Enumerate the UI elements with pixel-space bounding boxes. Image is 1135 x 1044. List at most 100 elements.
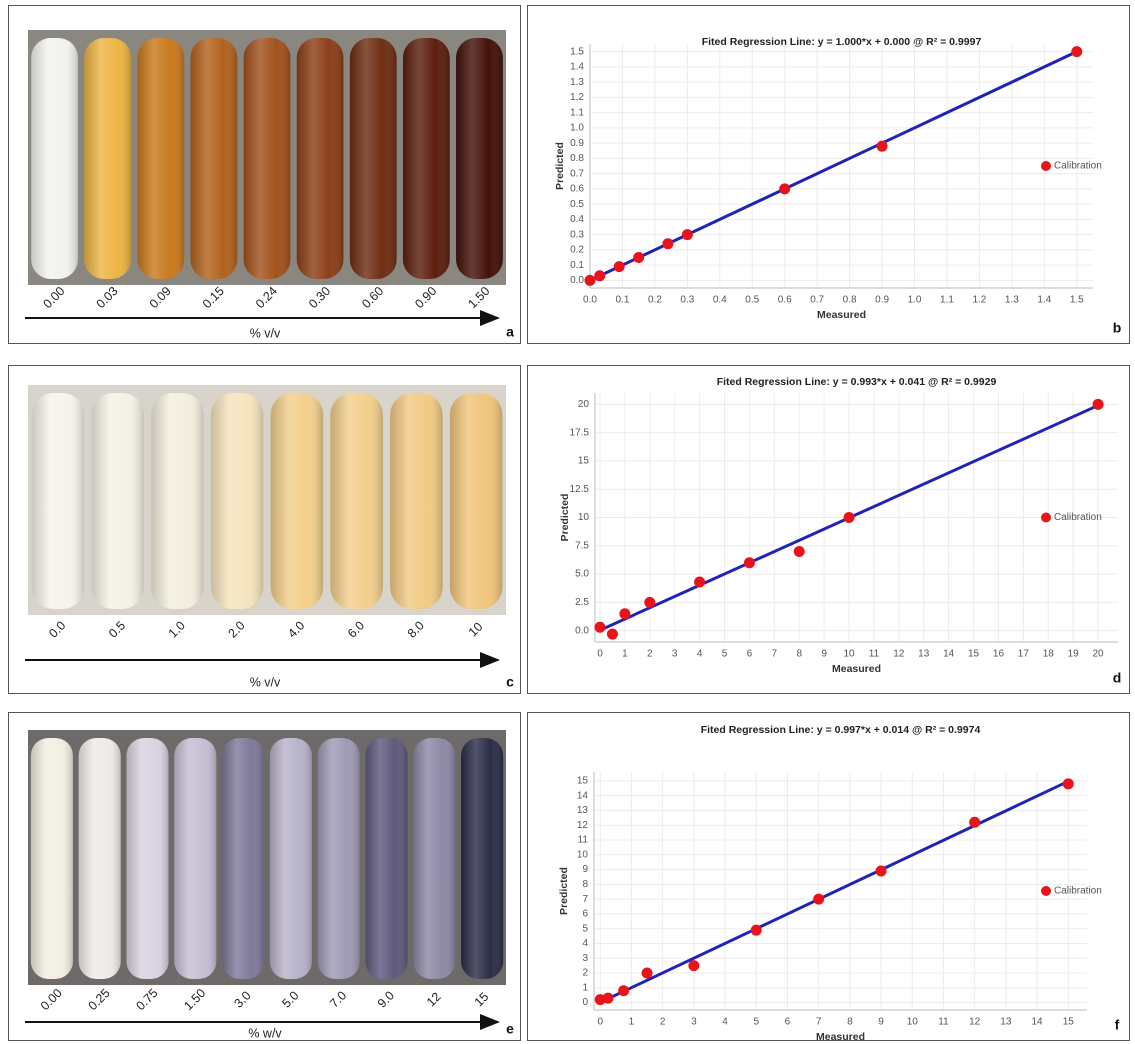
x-tick-label: 2 <box>647 649 653 660</box>
y-tick-label: 0.0 <box>575 625 589 636</box>
x-tick-label: 0 <box>597 649 603 660</box>
tube-shine <box>31 393 85 609</box>
y-tick-label: 0.4 <box>570 214 584 225</box>
y-tick-label: 2 <box>582 968 588 979</box>
y-tick-label: 10 <box>577 849 589 860</box>
x-tick-label: 13 <box>918 649 930 660</box>
panel-frame <box>527 5 1130 344</box>
point <box>1071 46 1083 58</box>
point <box>843 512 855 523</box>
y-tick-label: 4 <box>582 938 588 949</box>
tube-label: 0.90 <box>412 284 439 311</box>
y-axis-label: Predicted <box>559 494 571 542</box>
y-tick-label: 5 <box>582 923 588 934</box>
tube-label: 12 <box>424 990 444 1010</box>
tube-shine <box>413 738 456 979</box>
point <box>584 274 596 286</box>
tube-label: 5.0 <box>279 988 301 1010</box>
x-tick-label: 12 <box>893 649 905 660</box>
x-tick-label: 4 <box>697 649 703 660</box>
x-tick-label: 8 <box>847 1017 853 1028</box>
y-tick-label: 10 <box>578 512 590 523</box>
y-tick-label: 12 <box>577 820 589 831</box>
x-tick-label: 7 <box>772 649 778 660</box>
point <box>613 261 625 273</box>
x-tick-label: 9 <box>821 649 827 660</box>
y-axis-label: Predicted <box>558 867 570 915</box>
tube-shine <box>269 738 312 979</box>
tube-label: 2.0 <box>226 618 248 640</box>
fit-line <box>599 779 1069 1004</box>
tube-label: 7.0 <box>327 988 349 1010</box>
tube-shine <box>243 38 291 279</box>
x-tick-label: 5 <box>753 1017 759 1028</box>
tube-label: 15 <box>472 990 492 1010</box>
y-tick-label: 2.5 <box>575 597 589 608</box>
legend-label: Calibration <box>1054 886 1102 897</box>
point <box>688 960 700 972</box>
y-tick-label: 14 <box>577 790 589 801</box>
tube-label: 9.0 <box>375 988 397 1010</box>
x-tick-label: 1.1 <box>940 295 954 306</box>
x-tick-label: 1 <box>622 649 628 660</box>
x-tick-label: 15 <box>968 649 980 660</box>
tube-label: 1.0 <box>166 618 188 640</box>
x-tick-label: 4 <box>722 1017 728 1028</box>
x-tick-label: 0.8 <box>843 295 857 306</box>
point <box>602 992 614 1004</box>
x-tick-label: 0.6 <box>778 295 792 306</box>
tube-label: 0.00 <box>38 986 65 1013</box>
tube-label: 6.0 <box>345 618 367 640</box>
tube-shine <box>449 393 503 609</box>
point <box>875 865 887 877</box>
x-tick-label: 1 <box>629 1017 635 1028</box>
panel-label: c <box>506 674 514 690</box>
y-tick-label: 1.5 <box>570 46 584 57</box>
y-tick-label: 1.3 <box>570 77 584 88</box>
point <box>641 967 653 979</box>
x-tick-label: 3 <box>672 649 678 660</box>
panel-frame <box>527 712 1130 1041</box>
tube-label: 0.03 <box>94 284 121 311</box>
x-tick-label: 0 <box>597 1017 603 1028</box>
point <box>694 576 706 588</box>
tube-label: 1.50 <box>465 284 492 311</box>
y-tick-label: 15 <box>577 776 589 787</box>
y-tick-label: 0.3 <box>570 229 584 240</box>
tube-label: 0.00 <box>41 284 68 311</box>
y-tick-label: 8 <box>582 879 588 890</box>
y-tick-label: 0.7 <box>570 168 584 179</box>
y-tick-label: 6 <box>582 909 588 920</box>
point <box>594 270 606 282</box>
panel-label: a <box>506 324 514 340</box>
point <box>813 893 825 905</box>
legend-marker <box>1041 512 1051 523</box>
x-tick-label: 2 <box>660 1017 666 1028</box>
panel-frame <box>8 365 521 694</box>
x-tick-label: 1.2 <box>972 295 986 306</box>
y-tick-label: 1 <box>582 982 588 993</box>
y-tick-label: 0.2 <box>570 245 584 256</box>
chart-title: Fited Regression Line: y = 0.997*x + 0.0… <box>701 724 981 736</box>
y-tick-label: 20 <box>578 399 590 410</box>
tube-shine <box>270 393 324 609</box>
tube-shine <box>330 393 383 609</box>
y-tick-label: 13 <box>577 805 589 816</box>
x-tick-label: 11 <box>869 649 880 660</box>
tube-label: 0.75 <box>133 986 160 1013</box>
legend-marker <box>1041 161 1051 171</box>
tube-shine <box>91 393 144 609</box>
panel-frame <box>527 365 1130 694</box>
tube-shine <box>151 393 204 609</box>
panel-frame <box>8 5 521 344</box>
x-tick-label: 7 <box>816 1017 822 1028</box>
x-tick-label: 0.9 <box>875 295 889 306</box>
y-tick-label: 1.1 <box>570 107 584 118</box>
point <box>779 183 791 195</box>
x-tick-label: 19 <box>1068 649 1080 660</box>
tube-shine <box>296 38 344 279</box>
x-tick-label: 11 <box>938 1017 949 1028</box>
axis-label: % v/v <box>250 675 281 689</box>
x-tick-label: 15 <box>1063 1017 1075 1028</box>
y-tick-label: 0.0 <box>570 275 584 286</box>
